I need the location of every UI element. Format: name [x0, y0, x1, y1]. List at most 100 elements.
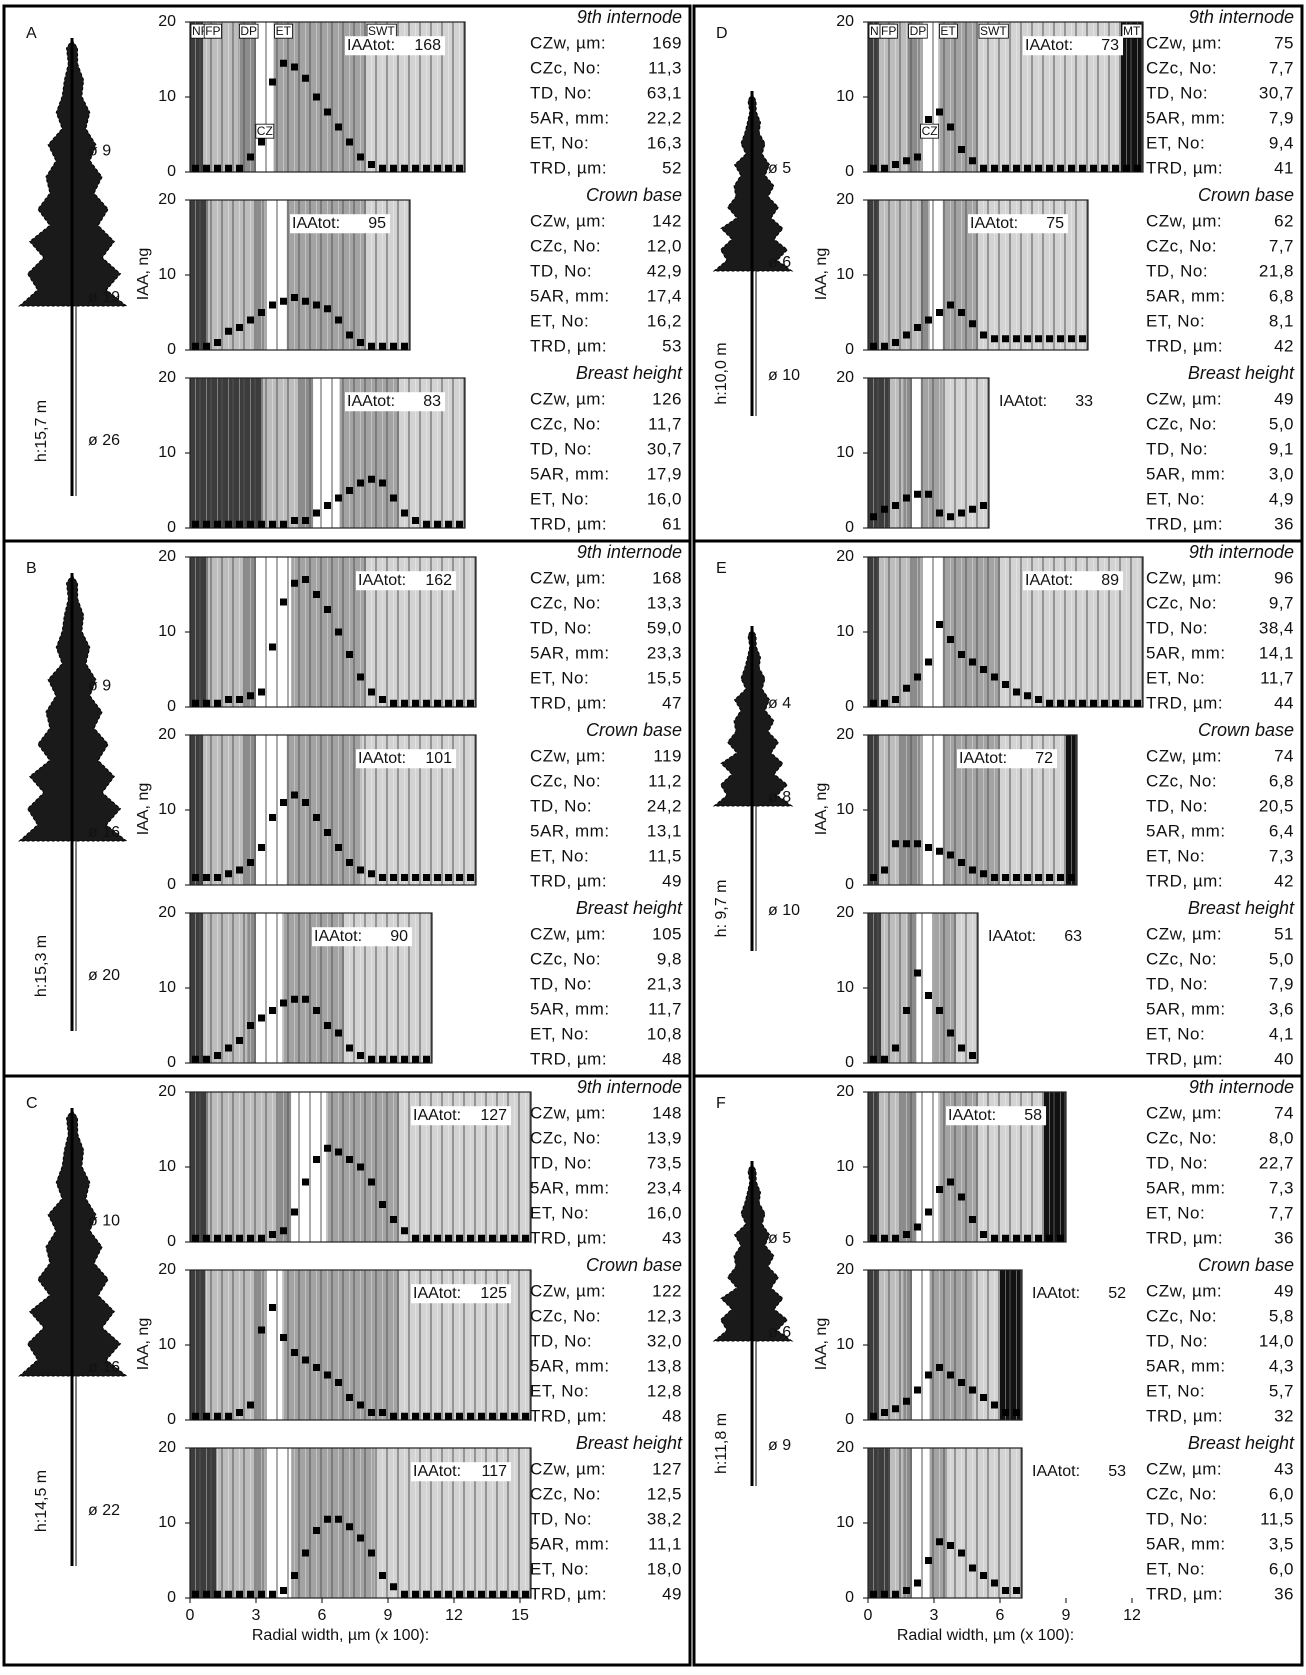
stat-name: CZw, µm: — [530, 389, 606, 408]
zone — [890, 1448, 903, 1598]
zone — [956, 913, 978, 1063]
stat-value: 16,0 — [647, 1203, 682, 1222]
iaa-point — [434, 1235, 441, 1242]
iaa-point — [947, 636, 954, 643]
iaa-point — [379, 874, 386, 881]
x-tick-label: 6 — [996, 1607, 1005, 1624]
zone — [943, 557, 1000, 707]
stat-value: 14,0 — [1259, 1331, 1294, 1350]
stat-name: CZc, No: — [1146, 58, 1217, 77]
iaa-point — [280, 1587, 287, 1594]
x-tick-label: 0 — [186, 1607, 195, 1624]
iaa-point — [1134, 165, 1141, 172]
iaa-point — [192, 1056, 199, 1063]
total-value: 90 — [390, 928, 408, 945]
iaa-point — [335, 1149, 342, 1156]
stat-value: 21,8 — [1259, 261, 1294, 280]
stat-name: CZw, µm: — [1146, 746, 1222, 765]
total-label: IAAtot: — [413, 1107, 461, 1124]
x-tick-label: 12 — [445, 1607, 463, 1624]
stat-name: CZw, µm: — [1146, 568, 1222, 587]
stat-value: 74 — [1274, 1103, 1294, 1122]
iaa-point — [1112, 700, 1119, 707]
iaa-point — [1046, 874, 1053, 881]
stat-name: TD, No: — [530, 439, 592, 458]
iaa-point — [236, 521, 243, 528]
iaa-point — [914, 674, 921, 681]
stat-name: TD, No: — [1146, 618, 1208, 637]
iaa-point — [302, 1357, 309, 1364]
y-axis-label: IAA, ng — [135, 248, 152, 300]
iaa-point — [522, 1413, 529, 1420]
iaa-point — [1024, 335, 1031, 342]
stat-value: 24,2 — [647, 796, 682, 815]
iaa-point — [434, 1413, 441, 1420]
iaa-point — [291, 996, 298, 1003]
stat-name: CZw, µm: — [1146, 211, 1222, 230]
x-axis-label: Radial width, µm (x 100): — [897, 1627, 1074, 1644]
iaa-point — [870, 1591, 877, 1598]
iaa-point — [914, 840, 921, 847]
iaa-point — [925, 317, 932, 324]
stat-value: 61 — [662, 514, 682, 533]
iaa-point — [401, 1227, 408, 1234]
total-value: 58 — [1024, 1107, 1042, 1124]
iaa-point — [192, 1413, 199, 1420]
stat-name: 5AR, mm: — [1146, 108, 1226, 127]
iaa-point — [969, 1052, 976, 1059]
total-label: IAAtot: — [347, 393, 395, 410]
iaa-point — [357, 339, 364, 346]
iaa-point — [1035, 335, 1042, 342]
stat-value: 17,4 — [647, 286, 682, 305]
iaa-point — [225, 696, 232, 703]
stat-name: ET, No: — [530, 1559, 589, 1578]
iaa-point — [368, 476, 375, 483]
iaa-point — [258, 1327, 265, 1334]
y-tick-label: 10 — [158, 979, 176, 996]
iaa-point — [445, 874, 452, 881]
iaa-point — [247, 1022, 254, 1029]
stat-value: 47 — [662, 693, 682, 712]
stat-name: 5AR, mm: — [1146, 1534, 1226, 1553]
iaa-point — [914, 324, 921, 331]
stat-value: 74 — [1274, 746, 1294, 765]
zone — [278, 1092, 291, 1242]
iaa-point — [434, 521, 441, 528]
y-tick-label: 0 — [167, 1054, 176, 1071]
stat-name: 5AR, mm: — [1146, 999, 1226, 1018]
y-tick-label: 20 — [158, 1083, 176, 1100]
stat-name: CZc, No: — [530, 1484, 601, 1503]
zone — [1000, 1270, 1022, 1420]
y-axis-label: IAA, ng — [813, 248, 830, 300]
stat-name: TD, No: — [530, 618, 592, 637]
iaa-point — [258, 844, 265, 851]
stat-name: CZw, µm: — [1146, 389, 1222, 408]
iaa-point — [203, 1056, 210, 1063]
stat-value: 3,5 — [1269, 1534, 1294, 1553]
zone — [190, 1448, 216, 1598]
iaa-point — [903, 1587, 910, 1594]
iaa-point — [467, 700, 474, 707]
iaa-point — [203, 1235, 210, 1242]
stat-name: CZw, µm: — [1146, 924, 1222, 943]
stat-value: 96 — [1274, 568, 1294, 587]
x-tick-label: 6 — [318, 1607, 327, 1624]
iaa-point — [969, 320, 976, 327]
zone — [190, 913, 203, 1063]
stat-name: ET, No: — [1146, 311, 1205, 330]
stat-name: 5AR, mm: — [530, 643, 610, 662]
stat-value: 38,2 — [647, 1509, 682, 1528]
stat-name: CZw, µm: — [1146, 1281, 1222, 1300]
iaa-point — [870, 343, 877, 350]
y-tick-label: 10 — [158, 1514, 176, 1531]
iaa-point — [214, 339, 221, 346]
iaa-point — [302, 1550, 309, 1557]
y-tick-label: 0 — [845, 1054, 854, 1071]
iaa-point — [280, 1227, 287, 1234]
iaa-point — [203, 521, 210, 528]
iaa-point — [1090, 165, 1097, 172]
diameter-label: ø 19 — [88, 289, 120, 306]
zone — [1044, 1092, 1066, 1242]
iaa-point — [401, 165, 408, 172]
iaa-point — [1002, 1409, 1009, 1416]
